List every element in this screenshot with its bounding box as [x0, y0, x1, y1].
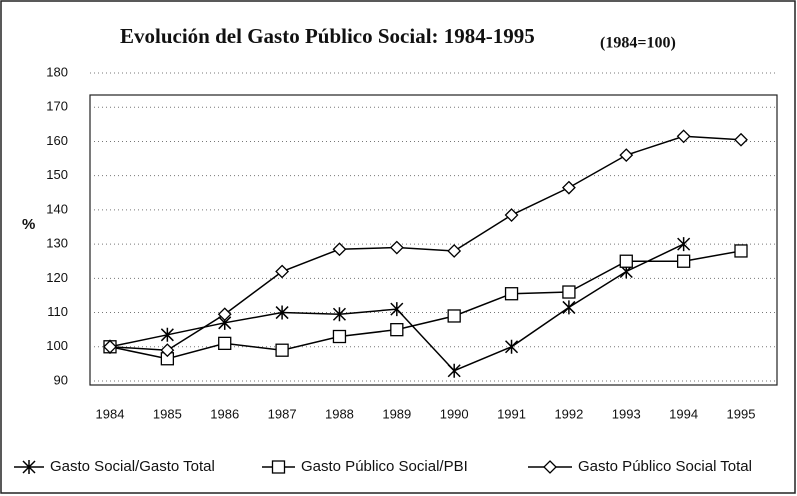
- marker-diamond: [543, 460, 557, 474]
- y-tick-label: 180: [46, 64, 68, 79]
- legend-label: Gasto Público Social/PBI: [301, 458, 468, 475]
- marker-square: [734, 244, 748, 258]
- x-tick-label: 1993: [612, 406, 641, 421]
- x-tick-label: 1995: [727, 406, 756, 421]
- x-tick-label: 1988: [325, 406, 354, 421]
- marker-asterisk: [677, 237, 691, 252]
- marker-asterisk: [275, 305, 289, 320]
- marker-diamond: [561, 180, 576, 195]
- y-tick-label: 90: [54, 372, 68, 387]
- marker-diamond: [447, 244, 462, 258]
- y-tick-label: 170: [46, 99, 68, 114]
- marker-square: [332, 329, 347, 344]
- marker-asterisk: [332, 307, 346, 322]
- y-tick-label: 160: [46, 133, 68, 148]
- y-axis-label: %: [22, 216, 35, 233]
- marker-diamond: [217, 307, 232, 322]
- marker-asterisk: [562, 300, 576, 315]
- marker-diamond: [275, 264, 290, 279]
- chart-title: Evolución del Gasto Público Social: 1984…: [120, 24, 535, 48]
- marker-square: [218, 336, 232, 351]
- series-line: [109, 135, 742, 351]
- plot-frame: [89, 94, 778, 386]
- marker-diamond: [103, 339, 117, 354]
- y-tick-label: 150: [46, 167, 68, 182]
- marker-square: [676, 254, 691, 268]
- marker-diamond: [734, 132, 748, 147]
- x-tick-label: 1984: [96, 406, 125, 421]
- marker-diamond: [504, 208, 519, 222]
- marker-asterisk: [22, 460, 36, 474]
- marker-diamond: [619, 148, 634, 163]
- marker-asterisk: [390, 302, 404, 317]
- marker-square: [271, 460, 286, 474]
- y-tick-label: 120: [46, 270, 68, 285]
- x-tick-label: 1991: [497, 406, 526, 421]
- y-tick-label: 110: [47, 304, 68, 319]
- marker-diamond: [160, 343, 175, 358]
- marker-square: [562, 285, 576, 299]
- marker-asterisk: [160, 327, 174, 342]
- x-tick-label: 1986: [210, 406, 239, 421]
- x-tick-label: 1987: [268, 406, 297, 421]
- series-line: [109, 250, 742, 360]
- marker-diamond: [332, 242, 347, 257]
- marker-square: [447, 309, 461, 323]
- x-tick-label: 1985: [153, 406, 182, 421]
- x-tick-label: 1990: [440, 406, 469, 421]
- marker-square: [619, 254, 633, 268]
- marker-asterisk: [505, 339, 519, 354]
- chart-subtitle: (1984=100): [600, 35, 676, 52]
- x-tick-label: 1992: [554, 406, 583, 421]
- x-tick-label: 1994: [669, 406, 698, 421]
- x-tick-label: 1989: [382, 406, 411, 421]
- y-tick-label: 130: [46, 236, 68, 251]
- marker-diamond: [389, 240, 404, 255]
- legend-label: Gasto Social/Gasto Total: [50, 458, 215, 475]
- marker-square: [390, 323, 404, 337]
- legend-label: Gasto Público Social Total: [578, 458, 752, 475]
- marker-square: [275, 343, 289, 357]
- y-tick-label: 100: [46, 338, 68, 353]
- marker-diamond: [676, 129, 691, 144]
- marker-square: [504, 287, 519, 301]
- marker-asterisk: [447, 363, 461, 378]
- y-tick-label: 140: [46, 201, 68, 216]
